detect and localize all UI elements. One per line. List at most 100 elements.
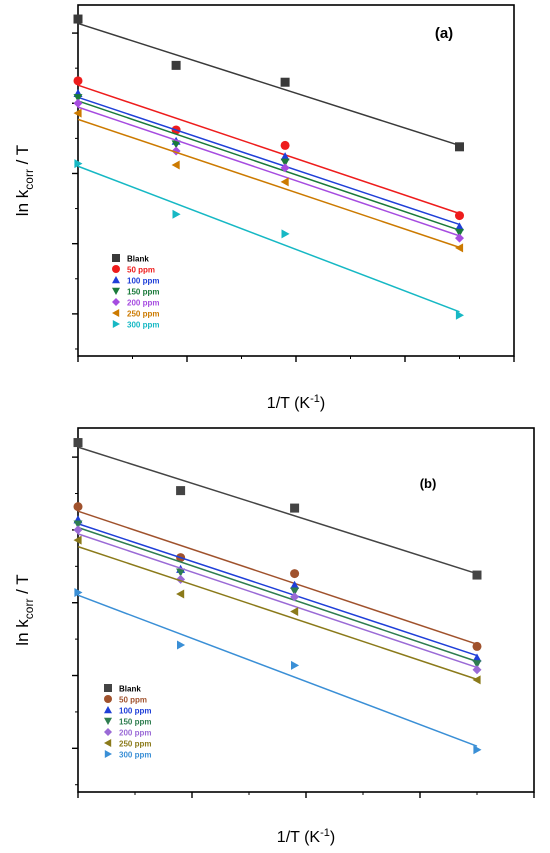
fit-line [77, 510, 478, 645]
data-point [177, 640, 186, 650]
data-point [280, 77, 290, 87]
data-point [290, 606, 299, 616]
series-5 [73, 108, 464, 253]
series-0 [73, 14, 464, 152]
data-point [73, 94, 83, 103]
legend-label: Blank [127, 255, 149, 264]
legend: Blank 50 ppm 100 ppm 150 ppm 200 ppm 250 ppm 3… [112, 254, 159, 330]
x-axis-label-sup: -1 [310, 393, 320, 405]
data-point [73, 438, 83, 448]
data-point [473, 745, 482, 755]
data-point [290, 587, 300, 596]
data-point [281, 229, 290, 239]
data-point [472, 660, 482, 669]
legend-label: 250 ppm [127, 310, 159, 319]
data-point [73, 535, 82, 545]
series-3 [73, 520, 482, 669]
data-point [290, 580, 300, 589]
series-2 [73, 88, 464, 231]
plot-area [73, 14, 464, 320]
legend-marker [112, 298, 120, 306]
data-point [455, 243, 464, 253]
data-point [290, 592, 300, 602]
data-point [176, 589, 185, 599]
data-point [472, 570, 482, 580]
x-axis-label-sup: -1 [320, 827, 330, 839]
series-4 [73, 98, 464, 243]
y-axis-label: ln kcorr / T [13, 145, 36, 216]
legend-marker [104, 750, 112, 758]
data-point [280, 158, 290, 167]
fit-line [77, 96, 460, 226]
y-axis-label-main: ln k [13, 619, 32, 646]
fit-line [77, 446, 478, 575]
fit-line [77, 165, 460, 313]
series-3 [73, 94, 464, 237]
data-point [472, 641, 482, 651]
legend-marker [104, 739, 112, 747]
legend-marker [104, 684, 112, 692]
data-point [73, 502, 83, 512]
panel-label: (b) [420, 476, 437, 491]
y-axis-label-main: ln k [13, 189, 32, 216]
panel-label: (a) [435, 25, 453, 42]
legend-marker [104, 695, 112, 703]
legend-label: 300 ppm [119, 751, 151, 760]
fit-line [77, 118, 460, 249]
data-point [455, 142, 464, 152]
chart-panel-a: 1/T (K-1) ln kcorr / T (a) Blank 50 ppm 100 p… [13, 4, 515, 412]
data-point [73, 108, 82, 118]
legend-marker [112, 309, 120, 317]
legend-label: 100 ppm [127, 277, 159, 286]
y-axis-label-sub: corr [22, 169, 36, 190]
data-point [472, 665, 482, 675]
data-point [73, 76, 83, 86]
legend: Blank 50 ppm 100 ppm 150 ppm 200 ppm 250 ppm 3… [104, 684, 151, 760]
data-point [73, 14, 83, 24]
legend-marker [112, 320, 120, 328]
fit-line [77, 594, 478, 747]
legend-label: 200 ppm [119, 729, 151, 738]
data-point [171, 60, 181, 70]
legend-label: 150 ppm [127, 288, 159, 297]
data-point [73, 525, 83, 535]
data-point [280, 152, 290, 161]
y-axis-label-end: / T [13, 145, 32, 169]
legend-marker [104, 717, 112, 725]
y-axis-label: ln kcorr / T [13, 574, 36, 645]
data-point [171, 160, 180, 170]
data-point [176, 574, 186, 584]
series-1 [73, 76, 464, 221]
data-point [455, 222, 464, 231]
legend-label: 150 ppm [119, 718, 151, 727]
x-axis-label-main: 1/T (K [267, 395, 311, 412]
data-point [472, 675, 481, 685]
series-4 [73, 525, 482, 675]
legend-marker [112, 254, 120, 262]
legend-marker [112, 276, 120, 284]
series-2 [73, 515, 482, 662]
data-point [74, 159, 83, 169]
fit-line [77, 523, 478, 657]
data-point [455, 228, 464, 237]
legend-label: 300 ppm [127, 321, 159, 330]
x-axis-label: 1/T (K-1) [277, 827, 335, 846]
fit-line [77, 106, 460, 237]
legend-label: Blank [119, 685, 141, 694]
x-axis-label-end: ) [330, 829, 335, 846]
data-point [455, 233, 464, 243]
fit-line [77, 100, 460, 231]
y-axis-label-end: / T [13, 574, 32, 598]
data-point [172, 209, 181, 219]
x-axis-label-end: ) [320, 395, 325, 412]
fit-line [77, 22, 460, 147]
legend-label: 250 ppm [119, 740, 151, 749]
data-point [280, 177, 289, 187]
data-point [290, 503, 300, 513]
data-point [290, 569, 300, 579]
data-point [455, 211, 464, 221]
series-1 [73, 502, 482, 651]
fit-line [77, 526, 478, 663]
data-point [291, 660, 300, 670]
